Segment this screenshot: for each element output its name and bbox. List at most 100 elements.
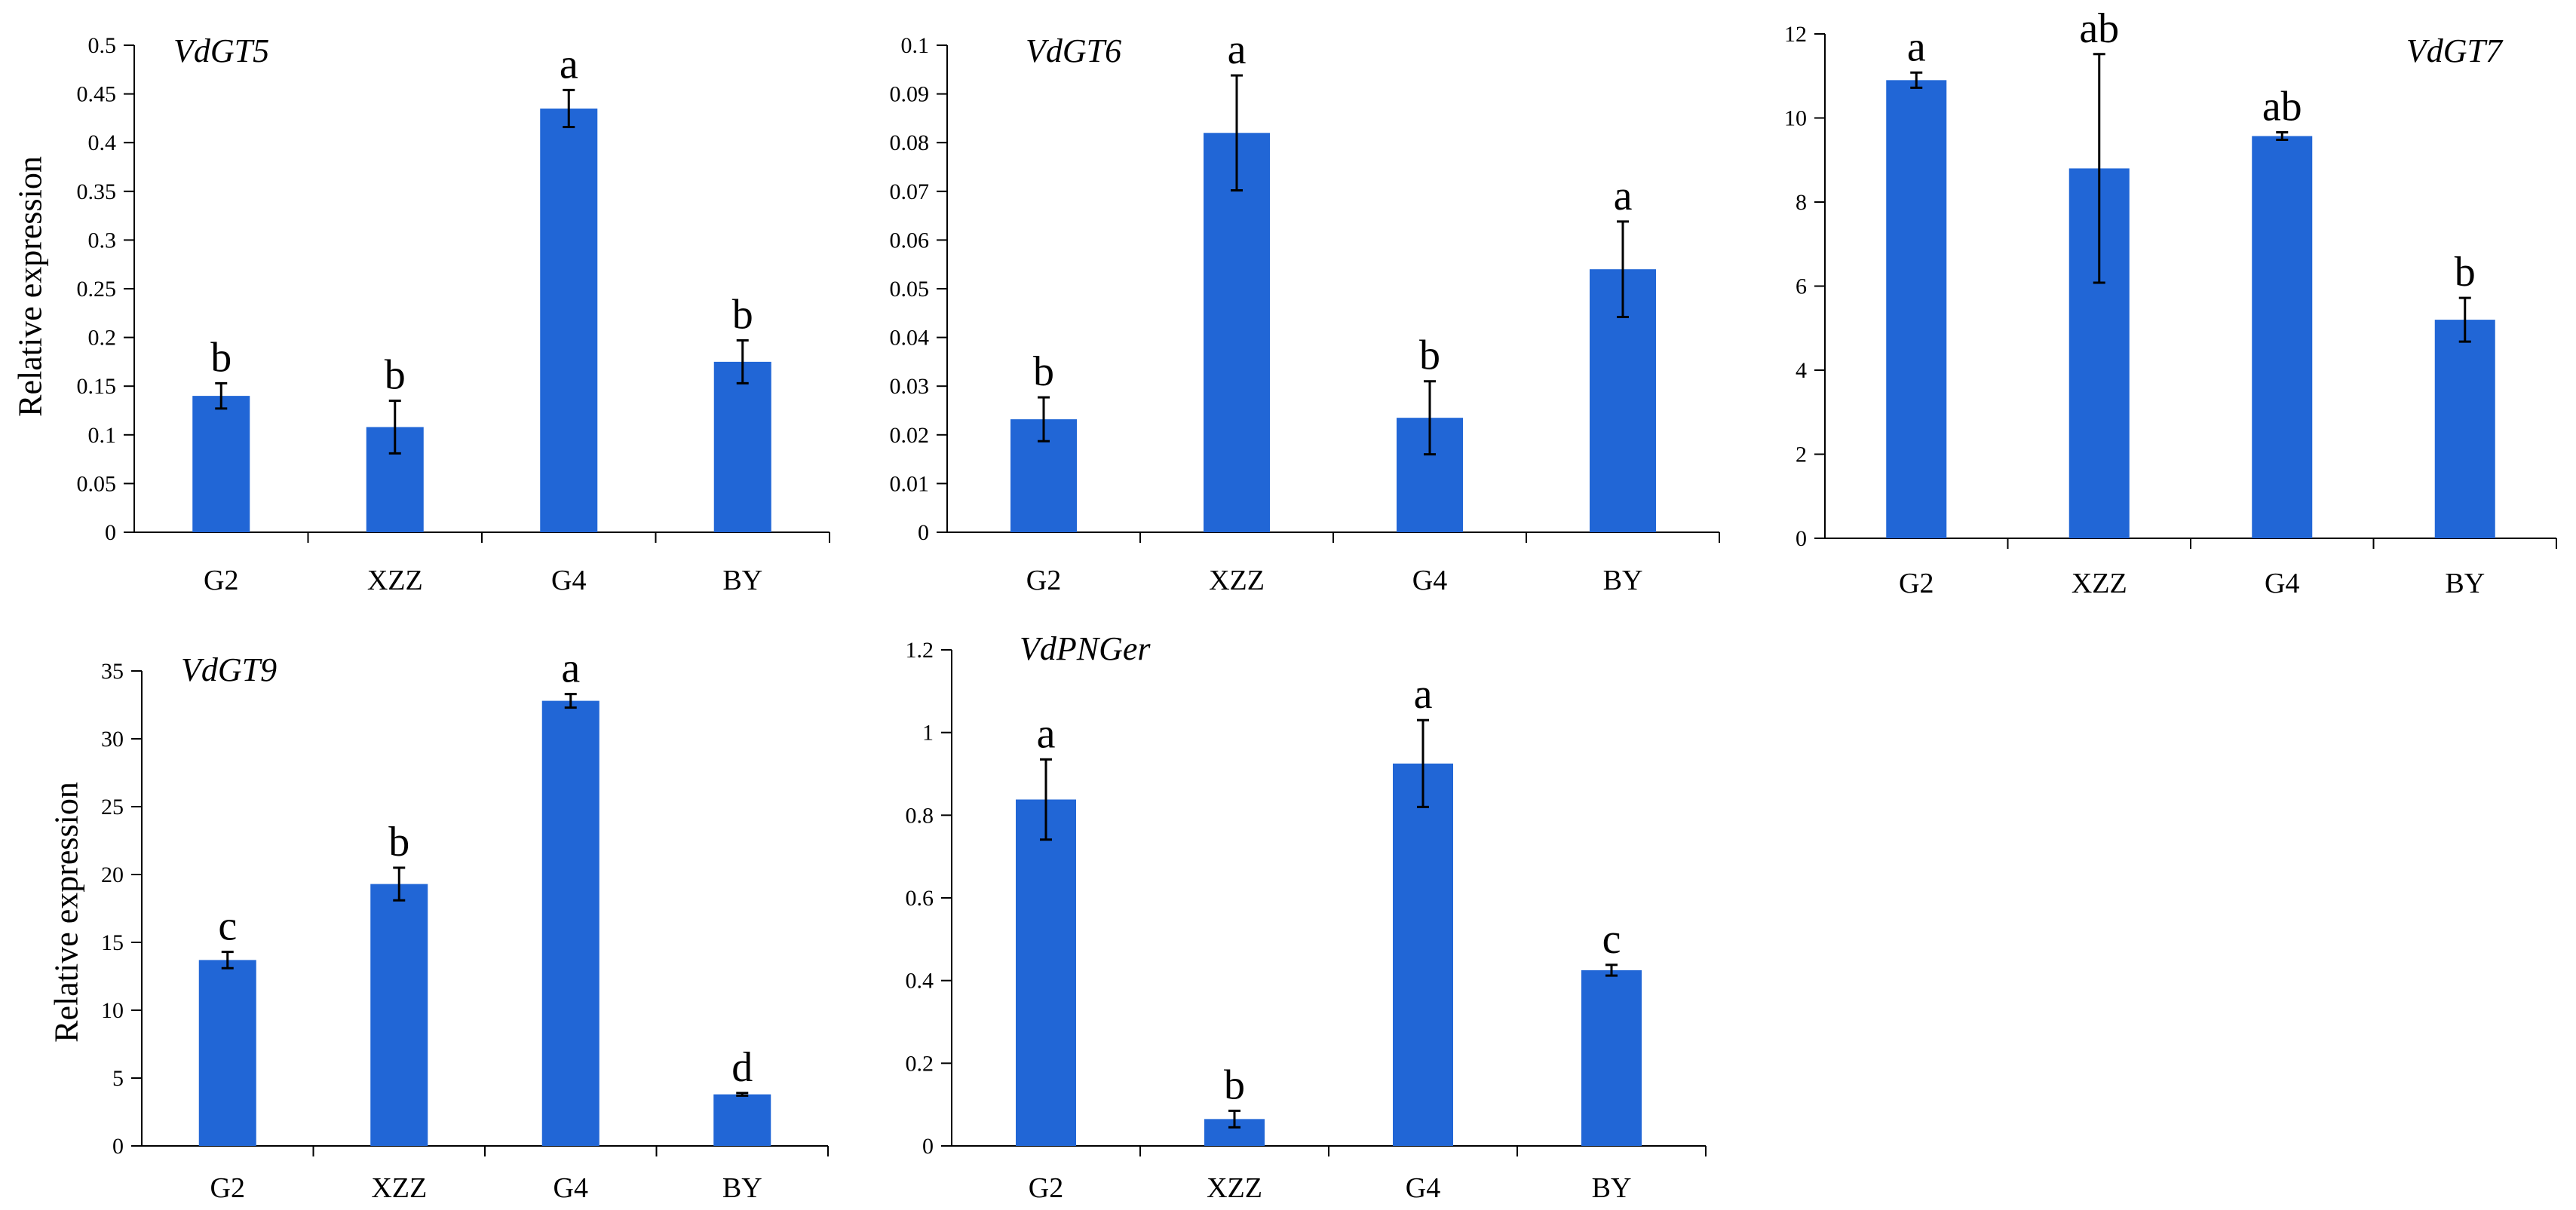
y-tick-label: 0.6 [906,886,934,911]
bar-by [1581,970,1642,1146]
y-tick-label: 12 [1784,22,1807,47]
significance-letter: b [2455,249,2476,296]
category-label: G4 [1406,1172,1440,1204]
chart-panel-vdgt6: 0 0.01 0.02 0.03 0.04 0.05 0.06 0.07 0.08 0.09 0.1… [890,26,1720,596]
significance-letter: a [1907,23,1926,70]
y-tick-label: 1.2 [906,638,934,663]
y-tick-label: 0.2 [906,1051,934,1076]
category-label: G2 [204,565,238,596]
y-tick-label: 0 [1796,526,1807,551]
y-tick-label: 0 [922,1134,934,1159]
significance-letter: a [1614,173,1633,219]
y-tick-label: 0 [105,520,116,545]
chart-panel-vdgt7: 0 2 4 6 8 10 12 a G2 ab XZZ ab G4 b BY VdGT7 [1784,5,2557,599]
y-tick-label: 10 [101,998,124,1023]
significance-letter: a [1228,26,1247,73]
y-tick-label: 0.4 [88,130,117,155]
y-tick-label: 0.08 [890,130,930,155]
significance-letter: ab [2262,83,2302,130]
bar-g4 [2252,136,2313,538]
chart-panel-vdpnger: 0 0.2 0.4 0.6 0.8 1 1.2 a G2 b XZZ a G4 c BY VdPNGer [906,630,1707,1204]
category-label: XZZ [1207,1172,1262,1204]
y-tick-label: 30 [101,727,124,752]
y-tick-label: 0.15 [77,374,117,399]
category-label: G2 [1029,1172,1063,1204]
chart-panel-vdgt5: 0 0.05 0.1 0.15 0.2 0.25 0.3 0.35 0.4 0.45 0.5 b G2 b… [12,32,830,596]
y-tick-label: 0.06 [890,228,930,253]
y-tick-label: 0.02 [890,423,930,448]
significance-letter: c [218,903,237,950]
category-label: G2 [1026,565,1061,596]
y-tick-label: 0.8 [906,803,934,828]
category-label: BY [722,565,762,596]
significance-letter: b [388,819,409,865]
y-tick-label: 0 [112,1134,124,1159]
y-axis-label: Relative expression [48,782,85,1043]
chart-title: VdPNGer [1020,630,1151,667]
chart-title: VdGT6 [1026,32,1121,69]
category-label: XZZ [1209,565,1265,596]
category-label: BY [1603,565,1643,596]
category-label: G2 [1899,568,1934,599]
significance-letter: a [1037,710,1056,757]
bar-g2 [192,396,250,532]
y-tick-label: 0.45 [77,82,117,107]
y-axis-label: Relative expression [12,156,49,417]
category-label: G4 [554,1172,588,1204]
y-tick-label: 0.07 [890,179,930,204]
y-tick-label: 0.03 [890,374,930,399]
y-tick-label: 15 [101,930,124,955]
significance-letter: ab [2079,5,2119,52]
category-label: BY [1592,1172,1632,1204]
bar-g4 [1393,763,1453,1146]
y-tick-label: 0 [918,520,929,545]
category-label: XZZ [2072,568,2127,599]
chart-panel-vdgt9: 0 5 10 15 20 25 30 35 c G2 b XZZ a G4 d BY VdGT9 Relative… [48,645,829,1204]
y-tick-label: 6 [1796,274,1807,299]
y-tick-label: 0.1 [901,33,930,58]
bar-g2 [1886,80,1947,538]
y-tick-label: 20 [101,862,124,887]
y-tick-label: 8 [1796,190,1807,215]
significance-letter: a [561,645,580,692]
y-tick-label: 0.5 [88,33,117,58]
y-tick-label: 0.3 [88,228,117,253]
significance-letter: b [1419,332,1440,379]
y-tick-label: 4 [1796,358,1807,383]
y-tick-label: 0.01 [890,471,930,496]
chart-title: VdGT9 [181,651,277,688]
y-tick-label: 5 [112,1066,124,1091]
y-tick-label: 0.05 [77,471,117,496]
y-tick-label: 1 [922,721,934,746]
y-tick-label: 0.1 [88,423,117,448]
category-label: G4 [1412,565,1447,596]
significance-letter: b [732,291,753,338]
significance-letter: b [1224,1061,1245,1108]
category-label: BY [2445,568,2485,599]
significance-letter: a [1414,671,1433,718]
bar-g2 [198,960,256,1146]
bar-xzz [1204,133,1270,532]
category-label: XZZ [371,1172,427,1204]
y-tick-label: 35 [101,659,124,684]
significance-letter: b [385,352,406,399]
y-tick-label: 2 [1796,443,1807,467]
significance-letter: b [210,334,232,381]
y-tick-label: 0.04 [890,326,930,351]
y-tick-label: 0.35 [77,179,117,204]
chart-title: VdGT5 [173,32,269,69]
bar-by [713,1094,771,1146]
y-tick-label: 0.05 [890,277,930,302]
y-tick-label: 0.25 [77,277,117,302]
category-label: BY [722,1172,762,1204]
y-tick-label: 10 [1784,106,1807,131]
bar-by [713,361,771,532]
chart-title: VdGT7 [2406,32,2504,69]
y-tick-label: 25 [101,795,124,819]
bar-g4 [540,108,598,533]
category-label: XZZ [367,565,423,596]
category-label: G4 [2265,568,2299,599]
y-tick-label: 0.2 [88,326,117,351]
category-label: G4 [551,565,586,596]
